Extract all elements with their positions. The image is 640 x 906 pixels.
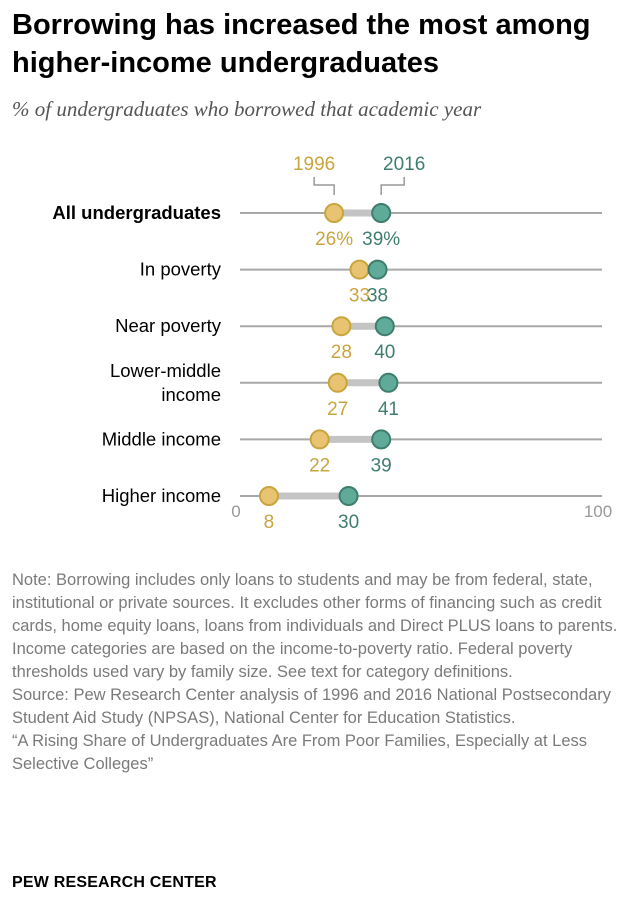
category-label: Middle income bbox=[102, 428, 221, 449]
dot-2016 bbox=[371, 429, 392, 450]
chart-title: Borrowing has increased the most among h… bbox=[12, 9, 591, 79]
axis-label-max: 100 bbox=[584, 502, 612, 521]
value-label-2016: 40 bbox=[374, 342, 395, 363]
note-text: Note: Borrowing includes only loans to s… bbox=[12, 571, 618, 681]
dot-1996 bbox=[327, 372, 348, 393]
category-label: income bbox=[161, 384, 221, 405]
axis-label-min: 0 bbox=[231, 502, 240, 521]
legend-2016: 2016 bbox=[383, 154, 425, 175]
dot-1996 bbox=[324, 203, 345, 223]
value-label-1996: 27 bbox=[327, 399, 348, 420]
dot-2016 bbox=[378, 372, 399, 393]
legend-1996: 1996 bbox=[293, 154, 335, 175]
value-label-2016: 41 bbox=[378, 399, 399, 420]
report-title-text: “A Rising Share of Undergraduates Are Fr… bbox=[12, 732, 588, 773]
chart-subtitle: % of undergraduates who borrowed that ac… bbox=[12, 97, 482, 121]
category-label: Near poverty bbox=[115, 315, 222, 336]
legend-leader-2016 bbox=[380, 177, 405, 195]
dot-1996 bbox=[331, 316, 352, 337]
value-label-2016: 39% bbox=[362, 229, 400, 250]
category-label: Higher income bbox=[102, 485, 221, 506]
dot-2016 bbox=[371, 203, 392, 223]
value-label-1996: 22 bbox=[309, 455, 330, 476]
value-label-2016: 38 bbox=[367, 286, 388, 307]
category-label: Lower-middle bbox=[110, 360, 221, 381]
legend-leader-1996 bbox=[313, 177, 335, 195]
dot-2016 bbox=[367, 259, 388, 280]
source-text: Source: Pew Research Center analysis of … bbox=[12, 686, 611, 727]
dot-2016 bbox=[374, 316, 395, 337]
dot-1996 bbox=[349, 259, 370, 280]
value-label-1996: 26% bbox=[315, 229, 353, 250]
dot-1996 bbox=[309, 429, 330, 450]
chart-note: Note: Borrowing includes only loans to s… bbox=[12, 569, 627, 776]
value-label-2016: 39 bbox=[371, 455, 392, 476]
category-label: In poverty bbox=[140, 259, 222, 280]
brand-logo-text: PEW RESEARCH CENTER bbox=[12, 874, 217, 891]
value-label-1996: 33 bbox=[349, 286, 370, 307]
value-label-2016: 30 bbox=[338, 512, 359, 533]
value-label-1996: 28 bbox=[331, 342, 352, 363]
dot-2016 bbox=[338, 486, 359, 506]
category-label: All undergraduates bbox=[52, 202, 221, 223]
value-label-1996: 8 bbox=[264, 512, 275, 533]
dot-1996 bbox=[258, 486, 279, 506]
